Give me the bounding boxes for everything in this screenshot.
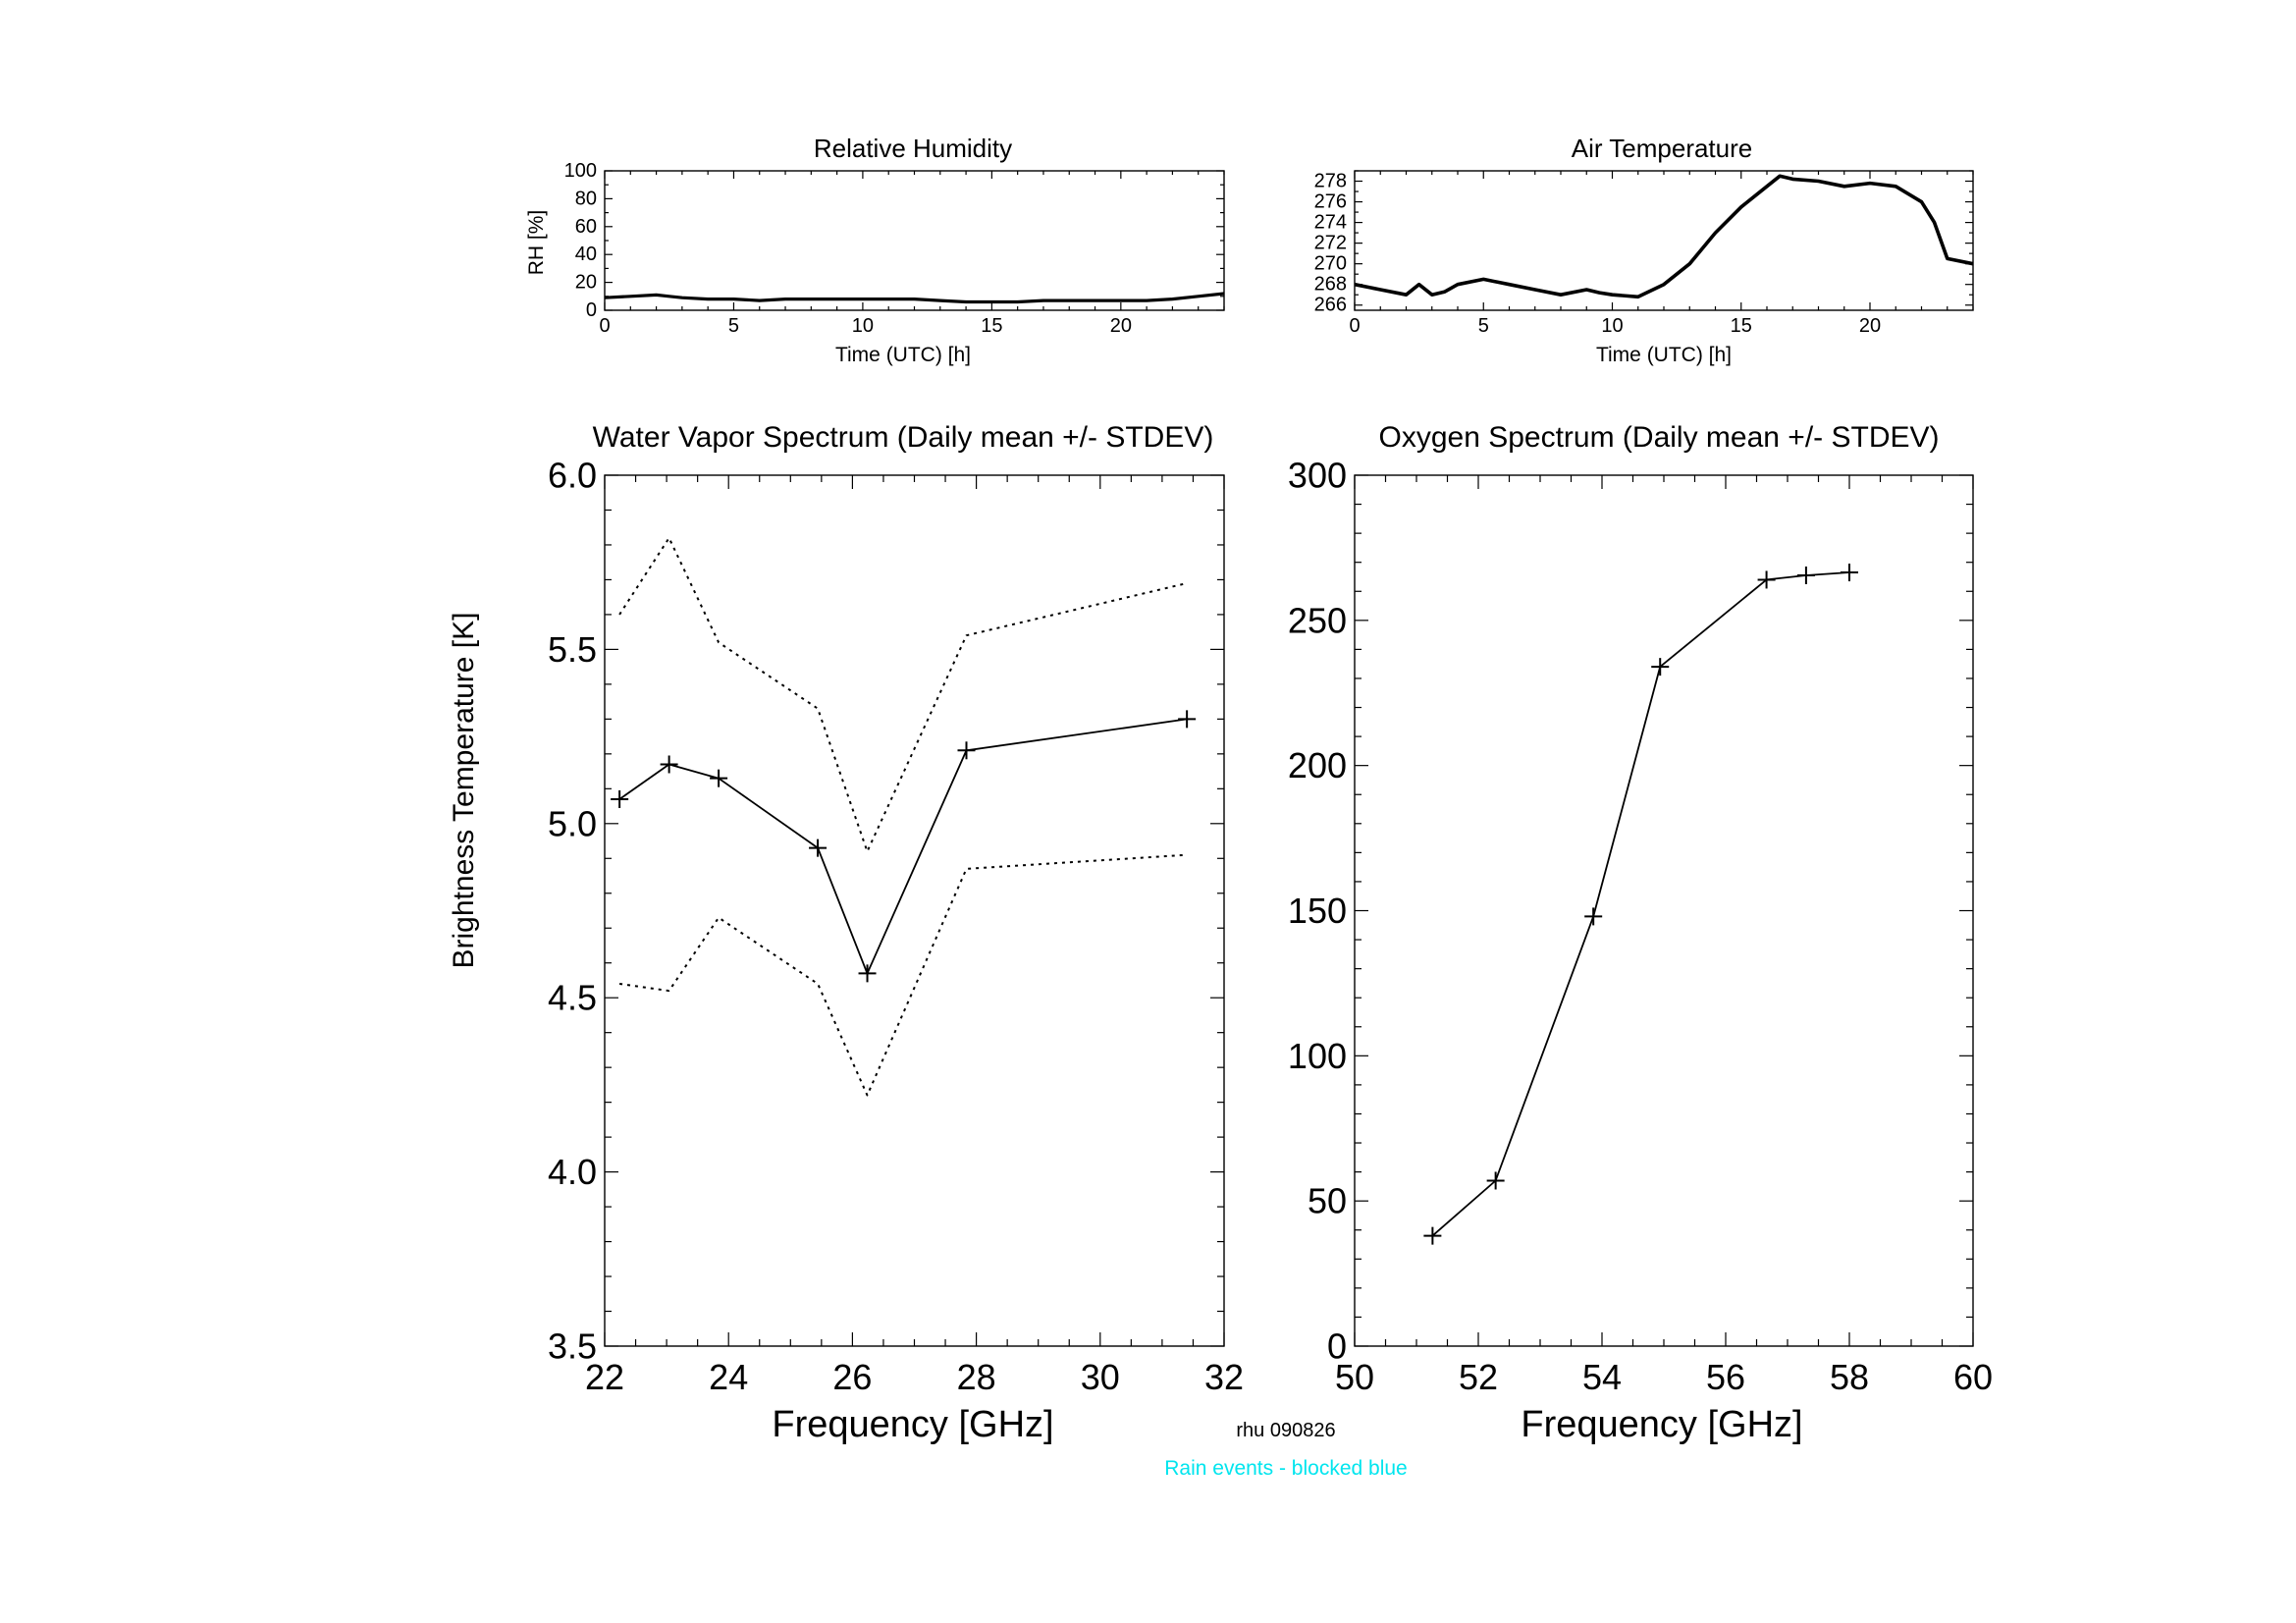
wv-y-tick-label: 4.0 bbox=[548, 1152, 597, 1192]
rh-y-axis-label: RH [%] bbox=[525, 210, 548, 276]
wv-y-tick-label: 3.5 bbox=[548, 1326, 597, 1367]
ox-title: Oxygen Spectrum (Daily mean +/- STDEV) bbox=[1378, 421, 1939, 454]
temp-x-tick-label: 15 bbox=[1731, 315, 1752, 337]
wv-data-point bbox=[858, 964, 877, 983]
wv-plot-frame bbox=[604, 474, 1225, 1347]
wv-data-point bbox=[611, 789, 629, 808]
ox-y-tick-label: 250 bbox=[1288, 600, 1347, 640]
temp-x-tick-label: 0 bbox=[1349, 315, 1360, 337]
ox-data-point bbox=[1841, 564, 1858, 582]
temp-y-tick-label: 272 bbox=[1314, 233, 1347, 254]
ox-y-tick-label: 50 bbox=[1308, 1181, 1347, 1221]
ox-y-tick-label: 300 bbox=[1288, 456, 1347, 496]
ox-x-tick-label: 52 bbox=[1459, 1357, 1498, 1397]
wv-x-tick-label: 24 bbox=[709, 1357, 748, 1397]
rain-events-note: Rain events - blocked blue bbox=[1164, 1457, 1407, 1480]
temp-y-tick-label: 274 bbox=[1314, 212, 1347, 234]
wv-data-point bbox=[710, 769, 728, 787]
rh-x-axis-label: Time (UTC) [h] bbox=[835, 344, 971, 366]
wv-data-point bbox=[660, 755, 678, 774]
rh-panel: Relative Humidity Time (UTC) [h] RH [%] … bbox=[525, 134, 1225, 366]
ox-series-0-line bbox=[1431, 571, 1850, 1237]
ox-data-point bbox=[1757, 570, 1776, 589]
ox-data-point bbox=[1584, 907, 1603, 926]
wv-series-0-line bbox=[618, 718, 1188, 975]
rh-x-tick-label: 20 bbox=[1110, 315, 1132, 337]
rh-title: Relative Humidity bbox=[814, 134, 1012, 163]
rh-x-tick-label: 0 bbox=[599, 315, 610, 337]
temp-x-tick-label: 5 bbox=[1478, 315, 1489, 337]
wv-x-tick-label: 22 bbox=[585, 1357, 624, 1397]
wv-y-tick-label: 6.0 bbox=[548, 456, 597, 496]
wv-y-tick-label: 4.5 bbox=[548, 978, 597, 1018]
ox-data-point bbox=[1423, 1226, 1442, 1245]
rh-x-tick-label: 10 bbox=[852, 315, 874, 337]
rh-y-tick-label: 0 bbox=[586, 299, 597, 321]
rh-x-tick-label: 15 bbox=[981, 315, 1002, 337]
ox-data-point bbox=[1796, 567, 1815, 585]
rh-y-tick-label: 80 bbox=[575, 188, 597, 209]
rh-series-0-line bbox=[604, 292, 1225, 304]
temp-panel: Air Temperature Time (UTC) [h] 0 5 10 15 20 2… bbox=[1314, 134, 1974, 366]
temp-x-tick-label: 20 bbox=[1859, 315, 1881, 337]
temp-y-tick-label: 276 bbox=[1314, 191, 1347, 213]
ox-y-tick-label: 150 bbox=[1288, 891, 1347, 931]
wv-x-tick-label: 26 bbox=[832, 1357, 872, 1397]
ox-x-tick-label: 60 bbox=[1953, 1357, 1993, 1397]
wv-title: Water Vapor Spectrum (Daily mean +/- STD… bbox=[593, 421, 1214, 454]
ox-x-tick-label: 50 bbox=[1335, 1357, 1374, 1397]
wv-x-tick-label: 28 bbox=[957, 1357, 996, 1397]
wv-series-1-line bbox=[618, 536, 1188, 853]
wv-x-tick-label: 30 bbox=[1081, 1357, 1120, 1397]
wv-data-point bbox=[809, 839, 828, 857]
temp-x-axis-label: Time (UTC) [h] bbox=[1596, 344, 1732, 366]
station-date-label: rhu 090826 bbox=[1236, 1420, 1335, 1441]
rh-x-tick-label: 5 bbox=[728, 315, 739, 337]
temp-title: Air Temperature bbox=[1572, 134, 1753, 163]
wv-series-2-line bbox=[618, 853, 1188, 1097]
wv-data-point bbox=[1178, 710, 1197, 729]
ox-y-tick-label: 200 bbox=[1288, 745, 1347, 785]
ox-data-point bbox=[1486, 1171, 1505, 1190]
ox-x-tick-label: 54 bbox=[1582, 1357, 1622, 1397]
wv-panel: Water Vapor Spectrum (Daily mean +/- STD… bbox=[448, 421, 1244, 1445]
wv-y-tick-label: 5.0 bbox=[548, 803, 597, 843]
rh-y-tick-label: 100 bbox=[564, 160, 597, 182]
temp-y-tick-label: 270 bbox=[1314, 253, 1347, 275]
temp-y-tick-label: 268 bbox=[1314, 274, 1347, 296]
temp-x-tick-label: 10 bbox=[1601, 315, 1623, 337]
temp-y-tick-label: 266 bbox=[1314, 295, 1347, 316]
ox-x-tick-label: 56 bbox=[1706, 1357, 1745, 1397]
rh-plot-frame bbox=[604, 170, 1225, 311]
temp-series-0-line bbox=[1354, 174, 1974, 299]
wv-data-point bbox=[957, 741, 976, 760]
rh-y-tick-label: 60 bbox=[575, 216, 597, 238]
ox-panel: Oxygen Spectrum (Daily mean +/- STDEV) F… bbox=[1288, 421, 1993, 1445]
rh-y-tick-label: 40 bbox=[575, 243, 597, 265]
ox-y-tick-label: 0 bbox=[1327, 1326, 1347, 1367]
temp-y-tick-label: 278 bbox=[1314, 171, 1347, 192]
wv-x-axis-label: Frequency [GHz] bbox=[772, 1404, 1053, 1445]
wv-y-tick-label: 5.5 bbox=[548, 629, 597, 670]
wv-y-axis-label: Brightness Temperature [K] bbox=[448, 613, 480, 969]
ox-plot-frame bbox=[1354, 474, 1974, 1347]
wv-x-tick-label: 32 bbox=[1204, 1357, 1244, 1397]
ox-x-axis-label: Frequency [GHz] bbox=[1521, 1404, 1802, 1445]
ox-x-tick-label: 58 bbox=[1830, 1357, 1869, 1397]
rh-y-tick-label: 20 bbox=[575, 272, 597, 294]
ox-y-tick-label: 100 bbox=[1288, 1036, 1347, 1076]
ox-data-point bbox=[1651, 658, 1670, 676]
